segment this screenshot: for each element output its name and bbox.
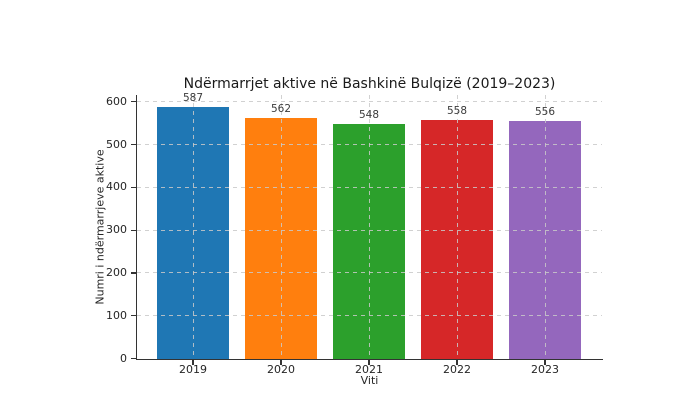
y-tick-mark [130,229,136,231]
y-tick-label: 100 [106,308,127,322]
y-tick-mark [130,272,136,274]
y-axis-spine [135,95,137,360]
x-tick-mark [544,360,546,365]
x-tick-mark [368,360,370,365]
gridline-y-300 [137,229,602,231]
bar-value-label: 558 [446,104,468,117]
y-tick-label: 300 [106,223,127,237]
bar-value-label: 587 [182,92,204,105]
gridline-x-2020 [280,95,282,359]
plot-area: 587 562 548 558 556 [137,92,602,359]
bar-value-label: 548 [358,109,380,122]
bar-value-label: 556 [534,105,556,118]
x-tick-mark [280,360,282,365]
x-tick-label: 2019 [179,363,207,376]
y-tick-label: 500 [106,137,127,151]
gridline-y-600 [137,101,602,103]
y-tick-mark [130,186,136,188]
gridline-y-100 [137,315,602,317]
chart-title: Ndërmarrjet aktive në Bashkinë Bulqizë (… [183,76,556,92]
gridline-y-200 [137,272,602,274]
y-tick-mark [130,144,136,146]
gridline-y-400 [137,186,602,188]
y-tick-mark [130,315,136,317]
x-axis-label: Viti [360,374,379,387]
x-tick-label: 2020 [267,363,295,376]
x-tick-label: 2021 [355,363,383,376]
gridline-y-500 [137,144,602,146]
x-tick-mark [192,360,194,365]
gridline-x-2021 [368,95,370,359]
x-axis-spine [135,358,603,360]
x-tick-mark [456,360,458,365]
y-tick-label: 200 [106,265,127,279]
x-tick-label: 2022 [443,363,471,376]
y-tick-mark [130,101,136,103]
y-tick-label: 0 [120,351,127,365]
gridline-x-2019 [192,95,194,359]
y-tick-label: 400 [106,180,127,194]
gridline-x-2022 [456,95,458,359]
bar-value-label: 562 [270,103,292,116]
y-tick-label: 600 [106,94,127,108]
y-tick-mark [130,357,136,360]
gridline-x-2023 [544,95,546,359]
x-tick-label: 2023 [531,363,559,376]
